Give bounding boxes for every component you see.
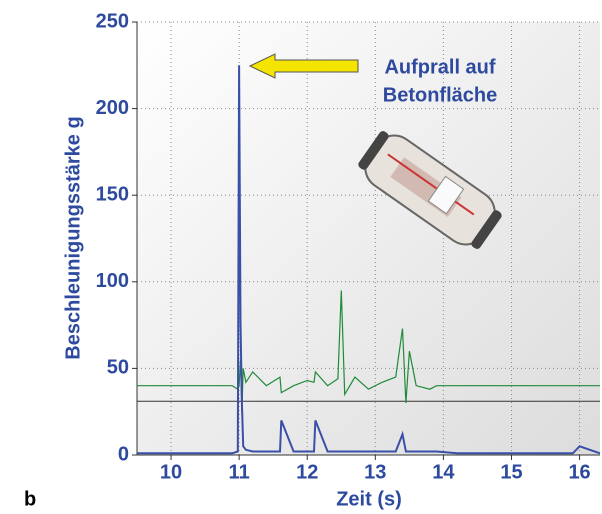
x-tick-label: 14 bbox=[432, 461, 455, 483]
y-axis-label: Beschleunigungsstärke g bbox=[62, 116, 84, 359]
y-tick-label: 0 bbox=[118, 443, 129, 465]
x-tick-label: 16 bbox=[568, 461, 590, 483]
y-tick-label: 250 bbox=[96, 10, 129, 32]
chart: 0 50 100 150 200 250 10 11 12 13 14 15 16 Aufprall a… bbox=[0, 0, 602, 514]
annotation: Betonfläche bbox=[383, 84, 497, 106]
x-tick-label: 15 bbox=[500, 461, 522, 483]
page: 0 50 100 150 200 250 10 11 12 13 14 15 16 Aufprall a… bbox=[0, 0, 602, 514]
panel-label: b bbox=[24, 488, 36, 510]
plot-area bbox=[137, 22, 600, 455]
y-tick-label: 150 bbox=[96, 183, 129, 205]
x-tick-label: 11 bbox=[229, 461, 250, 483]
x-axis-label: Zeit (s) bbox=[336, 488, 402, 510]
y-tick-label: 50 bbox=[107, 357, 129, 379]
x-tick-label: 12 bbox=[296, 461, 318, 483]
x-tick-label: 13 bbox=[364, 461, 386, 483]
x-tick-label: 10 bbox=[160, 461, 182, 483]
y-tick-label: 200 bbox=[96, 97, 129, 119]
y-tick-label: 100 bbox=[96, 270, 129, 292]
annotation: Aufprall auf bbox=[384, 56, 495, 78]
